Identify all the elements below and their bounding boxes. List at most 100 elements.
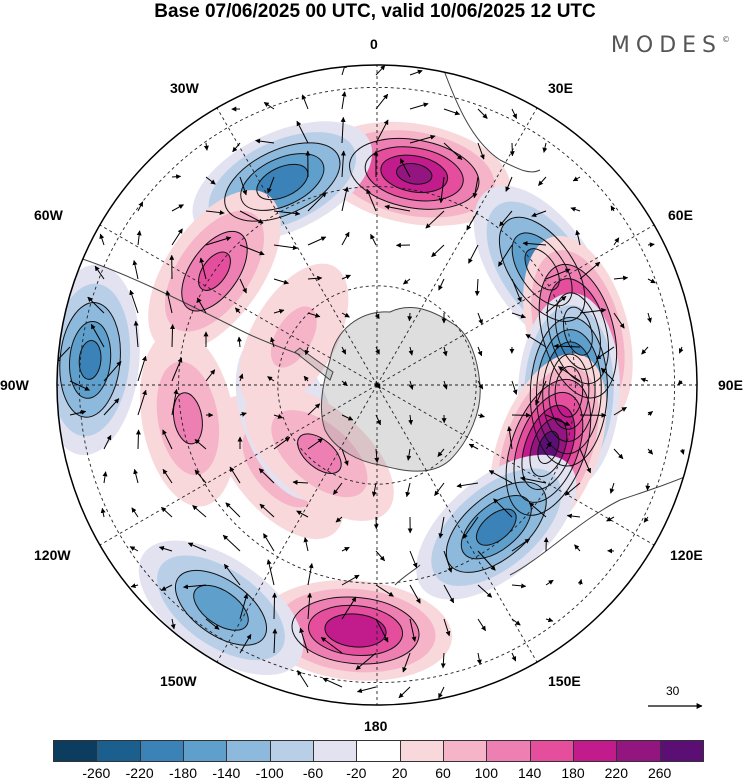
wind-vector-arrow bbox=[341, 414, 354, 421]
reference-vector-label: 30 bbox=[666, 684, 680, 698]
wind-vector-arrow bbox=[162, 429, 173, 450]
wind-vector-arrow bbox=[511, 618, 521, 626]
wind-vector-arrow bbox=[511, 278, 522, 303]
wind-vector-arrow bbox=[340, 116, 346, 144]
wind-vector-arrow bbox=[341, 231, 350, 246]
wind-vector-arrow bbox=[577, 578, 583, 586]
wind-vector-arrow bbox=[409, 618, 417, 642]
wind-vector-arrow bbox=[320, 637, 343, 654]
wind-vector-arrow bbox=[375, 584, 394, 597]
wind-vector-arrow bbox=[679, 448, 685, 455]
wind-vector-arrow bbox=[511, 652, 517, 662]
wind-vector-arrow bbox=[443, 584, 455, 604]
streamline-contour bbox=[536, 329, 602, 455]
wind-vector-arrow bbox=[205, 210, 225, 216]
streamline-contour bbox=[475, 508, 517, 546]
streamline-contour bbox=[324, 613, 387, 648]
wind-vector-arrow bbox=[299, 627, 309, 654]
wind-vector-arrow bbox=[307, 592, 313, 620]
colorbar-swatch bbox=[356, 740, 401, 762]
wind-vector-arrow bbox=[169, 323, 175, 348]
colorbar-swatch bbox=[443, 740, 488, 762]
wind-vector-arrow bbox=[239, 412, 247, 417]
contour-lines bbox=[59, 137, 618, 665]
anomaly-level bbox=[173, 392, 203, 444]
wind-vector-arrow bbox=[477, 346, 483, 357]
wind-vector-arrow bbox=[232, 142, 241, 153]
colorbar-swatch bbox=[486, 740, 531, 762]
wind-vector-arrow bbox=[477, 380, 484, 390]
wind-vector-arrow bbox=[239, 210, 264, 224]
wind-vector-arrow bbox=[100, 507, 106, 518]
wind-vector-arrow bbox=[613, 275, 629, 281]
wind-vector-arrow bbox=[402, 278, 411, 285]
wind-vector-arrow bbox=[542, 142, 548, 153]
streamline-contour bbox=[396, 163, 433, 185]
latitude-circle bbox=[78, 86, 676, 684]
wind-vector-arrow bbox=[259, 503, 275, 518]
lon-label-30w: 30W bbox=[170, 80, 199, 96]
meridian-line bbox=[216, 384, 378, 663]
wind-vector-arrow bbox=[103, 434, 112, 450]
wind-vector-arrow bbox=[272, 592, 278, 620]
anomaly-level bbox=[79, 340, 101, 380]
wind-vector-arrow bbox=[236, 336, 242, 348]
wind-vector-arrow bbox=[366, 188, 377, 212]
south-america-coast bbox=[69, 254, 301, 356]
wind-vector-arrow bbox=[69, 409, 87, 416]
wind-vector-arrow bbox=[341, 574, 360, 586]
wind-vector-arrow bbox=[431, 244, 445, 258]
map-title: Base 07/06/2025 00 UTC, valid 10/06/2025… bbox=[154, 1, 596, 22]
map-disk-border bbox=[56, 64, 698, 706]
streamline-contour bbox=[193, 584, 249, 631]
wind-vector-arrow bbox=[511, 538, 531, 552]
wind-vector-arrow bbox=[182, 584, 207, 590]
wind-vector-arrow bbox=[205, 618, 220, 630]
lon-label-120w: 120W bbox=[34, 547, 71, 563]
streamline-contour bbox=[554, 292, 601, 370]
wind-vector-arrow bbox=[263, 101, 275, 110]
wind-vector-arrow bbox=[223, 563, 241, 586]
wind-vector-arrow bbox=[266, 559, 275, 586]
lon-label-90w: 90W bbox=[0, 377, 29, 393]
wind-vector-arrow bbox=[520, 476, 547, 484]
wind-vector-arrow bbox=[222, 534, 241, 552]
meridian-line bbox=[376, 384, 538, 663]
wind-vector-arrow bbox=[564, 482, 581, 496]
wind-vector-arrow bbox=[476, 652, 482, 665]
streamline-contour bbox=[68, 321, 112, 399]
wind-vector-arrow bbox=[677, 379, 683, 386]
wind-vector-arrow bbox=[137, 355, 147, 382]
wind-vector-arrow bbox=[90, 323, 105, 348]
wind-vector-arrow bbox=[434, 482, 445, 496]
wind-vector-arrow bbox=[307, 438, 324, 450]
wind-vector-arrow bbox=[409, 134, 436, 144]
colorbar-swatch bbox=[226, 740, 271, 762]
colorbar-tick-label: -60 bbox=[302, 765, 324, 781]
streamline-contour bbox=[291, 596, 420, 665]
wind-vector-arrow bbox=[341, 346, 347, 355]
wind-vector-arrow bbox=[640, 377, 649, 383]
wind-vector-arrow bbox=[525, 333, 547, 348]
wind-vector-arrow bbox=[273, 436, 291, 450]
wind-vector-arrow bbox=[647, 242, 655, 248]
streamline-contour bbox=[529, 316, 608, 467]
brand-logo: MODES© bbox=[611, 33, 730, 58]
anomaly-level bbox=[476, 509, 517, 546]
colorbar-tick-label: -100 bbox=[255, 765, 284, 781]
wind-vector-arrow bbox=[613, 237, 620, 246]
wind-vector-arrow bbox=[398, 686, 411, 699]
colorbar-tick-label: -140 bbox=[212, 765, 241, 781]
wind-vector-arrow bbox=[477, 142, 485, 160]
wind-vector-arrow bbox=[613, 312, 625, 329]
colorbar-tick-label: -260 bbox=[82, 765, 111, 781]
wind-vector-arrow bbox=[438, 278, 445, 291]
wind-vector-arrow bbox=[137, 201, 144, 212]
wind-vector-arrow bbox=[613, 406, 627, 416]
wind-vector-arrow bbox=[507, 426, 513, 450]
wind-vector-arrow bbox=[425, 210, 445, 229]
streamline-contour bbox=[511, 232, 573, 307]
meridian-line bbox=[216, 107, 378, 386]
wind-vector-arrow bbox=[296, 120, 309, 144]
streamline-contour bbox=[172, 392, 203, 445]
